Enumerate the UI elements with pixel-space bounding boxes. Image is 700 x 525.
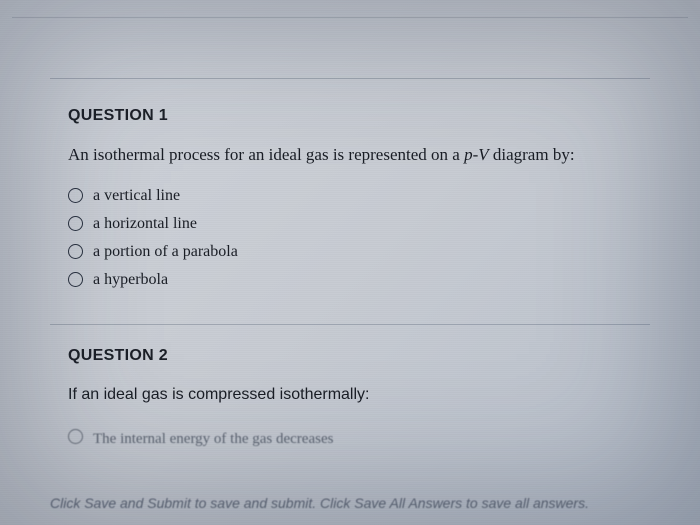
option-label: a portion of a parabola xyxy=(93,243,238,261)
option-row[interactable]: The internal energy of the gas decreases xyxy=(68,420,632,453)
stem-text-pre: An isothermal process for an ideal gas i… xyxy=(68,145,464,164)
radio-icon[interactable] xyxy=(68,429,83,444)
question-1-title: QUESTION 1 xyxy=(68,107,632,125)
radio-icon[interactable] xyxy=(68,216,83,231)
question-1-stem: An isothermal process for an ideal gas i… xyxy=(68,143,632,168)
quiz-content: QUESTION 1 An isothermal process for an … xyxy=(0,18,700,477)
radio-icon[interactable] xyxy=(68,188,83,203)
option-row[interactable]: a hyperbola xyxy=(68,266,632,294)
option-label-cutoff: The internal energy of the gas decreases xyxy=(93,431,333,448)
question-2-stem: If an ideal gas is compressed isothermal… xyxy=(68,383,632,406)
question-2-block: QUESTION 2 If an ideal gas is compressed… xyxy=(50,324,650,477)
stem-variable: p-V xyxy=(464,145,489,164)
radio-icon[interactable] xyxy=(68,272,83,287)
question-2-title: QUESTION 2 xyxy=(68,347,632,365)
option-label: a vertical line xyxy=(93,187,180,205)
option-label: a hyperbola xyxy=(93,271,168,289)
stem-text-post: diagram by: xyxy=(489,145,575,164)
question-1-block: QUESTION 1 An isothermal process for an … xyxy=(50,78,650,318)
option-row[interactable]: a portion of a parabola xyxy=(68,238,632,266)
option-label: a horizontal line xyxy=(93,215,197,233)
option-row[interactable]: a horizontal line xyxy=(68,210,632,238)
radio-icon[interactable] xyxy=(68,244,83,259)
option-row[interactable]: a vertical line xyxy=(68,182,632,210)
top-bar-fragment xyxy=(12,0,688,18)
save-submit-instruction: Click Save and Submit to save and submit… xyxy=(50,495,680,511)
